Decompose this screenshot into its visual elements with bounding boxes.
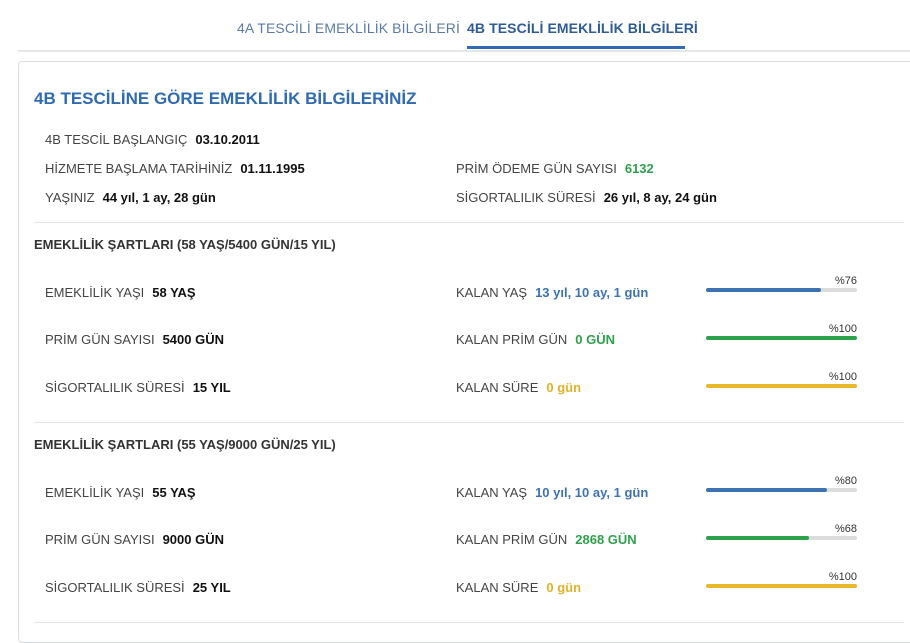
progress-bar: %100 — [706, 571, 857, 588]
condition-value: 58 YAŞ — [152, 285, 196, 300]
section-title: EMEKLİLİK ŞARTLARI (55 YAŞ/9000 GÜN/25 Y… — [34, 437, 336, 452]
emeklilik-card — [18, 61, 910, 643]
hizmet-baslama-row: HİZMETE BAŞLAMA TARİHİNİZ 01.11.1995 — [45, 161, 305, 176]
sigortalilik-suresi-row: SİGORTALILIK SÜRESİ 26 yıl, 8 ay, 24 gün — [456, 190, 717, 205]
remaining-value: 10 yıl, 10 ay, 1 gün — [535, 485, 649, 500]
remaining-label: KALAN SÜRE — [456, 580, 539, 595]
remaining-value: 0 GÜN — [575, 332, 615, 347]
progress-percent: %76 — [834, 275, 857, 287]
progress-fill — [706, 488, 827, 492]
page-title: 4B TESCİLİNE GÖRE EMEKLİLİK BİLGİLERİNİZ — [34, 89, 417, 108]
divider — [34, 622, 904, 623]
remaining-label: KALAN PRİM GÜN — [456, 532, 568, 547]
condition-value: 5400 GÜN — [162, 332, 224, 347]
yas-value: 44 yıl, 1 ay, 28 gün — [102, 190, 216, 205]
prim-odeme-value: 6132 — [624, 161, 654, 176]
section-title: EMEKLİLİK ŞARTLARI (58 YAŞ/5400 GÜN/15 Y… — [34, 237, 336, 252]
remaining-value: 0 gün — [546, 580, 582, 595]
remaining-value: 13 yıl, 10 ay, 1 gün — [535, 285, 649, 300]
condition-label: PRİM GÜN SAYISI — [45, 332, 155, 347]
remaining-row: KALAN SÜRE 0 gün — [456, 580, 581, 595]
remaining-label: KALAN SÜRE — [456, 380, 539, 395]
progress-bar: %100 — [706, 323, 857, 340]
remaining-label: KALAN YAŞ — [456, 285, 528, 300]
remaining-value: 0 gün — [546, 380, 582, 395]
condition-row: PRİM GÜN SAYISI 5400 GÜN — [45, 332, 224, 347]
condition-row: PRİM GÜN SAYISI 9000 GÜN — [45, 532, 224, 547]
tescil-baslangic-value: 03.10.2011 — [195, 132, 260, 147]
sigortalilik-suresi-value: 26 yıl, 8 ay, 24 gün — [603, 190, 717, 205]
yas-row: YAŞINIZ 44 yıl, 1 ay, 28 gün — [45, 190, 216, 205]
yas-label: YAŞINIZ — [45, 190, 95, 205]
condition-row: EMEKLİLİK YAŞI 55 YAŞ — [45, 485, 196, 500]
progress-fill — [706, 384, 857, 388]
hizmet-baslama-value: 01.11.1995 — [240, 161, 305, 176]
condition-label: SİGORTALILIK SÜRESİ — [45, 380, 185, 395]
remaining-row: KALAN YAŞ 13 yıl, 10 ay, 1 gün — [456, 285, 648, 300]
progress-fill — [706, 584, 857, 588]
remaining-label: KALAN PRİM GÜN — [456, 332, 568, 347]
tescil-baslangic-label: 4B TESCİL BAŞLANGIÇ — [45, 132, 188, 147]
condition-label: EMEKLİLİK YAŞI — [45, 285, 145, 300]
divider — [34, 422, 904, 423]
prim-odeme-row: PRİM ÖDEME GÜN SAYISI 6132 — [456, 161, 654, 176]
progress-percent: %100 — [828, 571, 857, 583]
sigortalilik-suresi-label: SİGORTALILIK SÜRESİ — [456, 190, 596, 205]
remaining-row: KALAN YAŞ 10 yıl, 10 ay, 1 gün — [456, 485, 648, 500]
tab-4a-emeklilik[interactable]: 4A TESCİLİ EMEKLİLİK BİLGİLERİ — [237, 20, 460, 36]
tab-bar: 4A TESCİLİ EMEKLİLİK BİLGİLERİ 4B TESCİL… — [18, 0, 910, 52]
remaining-row: KALAN PRİM GÜN 2868 GÜN — [456, 532, 637, 547]
condition-label: SİGORTALILIK SÜRESİ — [45, 580, 185, 595]
prim-odeme-label: PRİM ÖDEME GÜN SAYISI — [456, 161, 617, 176]
progress-bar: %76 — [706, 275, 857, 292]
progress-bar: %80 — [706, 475, 857, 492]
progress-bar: %100 — [706, 371, 857, 388]
progress-percent: %68 — [834, 523, 857, 535]
divider — [34, 222, 904, 223]
progress-fill — [706, 536, 809, 540]
progress-bar: %68 — [706, 523, 857, 540]
condition-value: 9000 GÜN — [162, 532, 224, 547]
remaining-value: 2868 GÜN — [575, 532, 637, 547]
hizmet-baslama-label: HİZMETE BAŞLAMA TARİHİNİZ — [45, 161, 233, 176]
progress-percent: %100 — [828, 323, 857, 335]
condition-value: 15 YIL — [192, 380, 231, 395]
tescil-baslangic-row: 4B TESCİL BAŞLANGIÇ 03.10.2011 — [45, 132, 260, 147]
condition-row: SİGORTALILIK SÜRESİ 25 YIL — [45, 580, 231, 595]
progress-fill — [706, 336, 857, 340]
tab-4b-emeklilik[interactable]: 4B TESCİLİ EMEKLİLİK BİLGİLERİ — [467, 20, 698, 36]
condition-value: 55 YAŞ — [152, 485, 196, 500]
condition-row: SİGORTALILIK SÜRESİ 15 YIL — [45, 380, 231, 395]
active-tab-indicator — [467, 46, 685, 49]
remaining-row: KALAN SÜRE 0 gün — [456, 380, 581, 395]
condition-label: PRİM GÜN SAYISI — [45, 532, 155, 547]
remaining-row: KALAN PRİM GÜN 0 GÜN — [456, 332, 615, 347]
progress-percent: %80 — [834, 475, 857, 487]
condition-label: EMEKLİLİK YAŞI — [45, 485, 145, 500]
condition-row: EMEKLİLİK YAŞI 58 YAŞ — [45, 285, 196, 300]
progress-percent: %100 — [828, 371, 857, 383]
progress-fill — [706, 288, 821, 292]
remaining-label: KALAN YAŞ — [456, 485, 528, 500]
condition-value: 25 YIL — [192, 580, 231, 595]
